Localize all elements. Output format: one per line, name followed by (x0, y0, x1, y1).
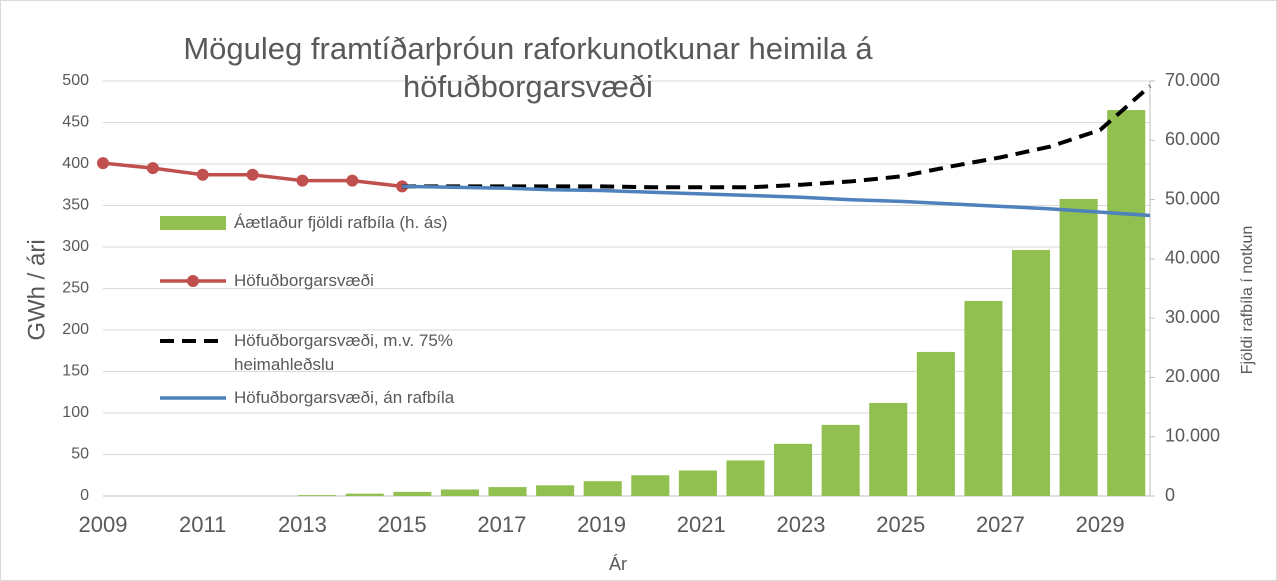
bar (536, 485, 575, 496)
y-tick-label: 50 (71, 446, 89, 463)
x-tick-label: 2017 (477, 512, 526, 537)
y-tick-label: 500 (62, 72, 89, 89)
line-marker (97, 157, 109, 170)
y-tick-label: 0 (80, 487, 89, 504)
y-tick-label: 150 (62, 363, 89, 380)
legend-swatch-bar (160, 216, 226, 230)
legend-item: Höfuðborgarsvæði (158, 266, 538, 296)
legend-swatch (160, 275, 226, 287)
x-tick-label: 2027 (976, 512, 1025, 537)
y-tick-label: 200 (62, 321, 89, 338)
x-tick-label: 2021 (677, 512, 726, 537)
x-axis-title: Ár (609, 554, 627, 574)
y2-tick-label: 70.000 (1165, 70, 1220, 90)
line-marker (296, 174, 309, 187)
line-marker (146, 162, 159, 175)
bar (488, 487, 527, 496)
x-tick-label: 2023 (777, 512, 826, 537)
y-axis-title: GWh / ári (23, 239, 50, 340)
y2-axis-title: Fjöldi rafbíla í notkun (1239, 226, 1256, 375)
y2-tick-label: 40.000 (1165, 248, 1220, 268)
y2-tick-label: 10.000 (1165, 425, 1220, 445)
bar (774, 443, 813, 496)
legend-item: Höfuðborgarsvæði, án rafbíla (158, 383, 538, 413)
legend-swatch (160, 339, 226, 343)
x-tick-label: 2029 (1076, 512, 1125, 537)
bar (298, 495, 337, 496)
y-tick-label: 250 (62, 280, 89, 297)
y-tick-label: 450 (62, 114, 89, 131)
bar (1059, 198, 1098, 496)
bar (583, 481, 622, 496)
x-tick-label: 2025 (876, 512, 925, 537)
legend-swatch (160, 216, 226, 230)
y2-tick-label: 30.000 (1165, 307, 1220, 327)
bar (631, 475, 670, 496)
y2-tick-label: 20.000 (1165, 366, 1220, 386)
line-marker (246, 168, 259, 181)
bar (726, 460, 765, 496)
legend-label: Höfuðborgarsvæði, m.v. 75% heimahleðslu (234, 331, 453, 374)
x-tick-label: 2011 (179, 512, 226, 537)
x-tick-label: 2015 (378, 512, 427, 537)
line-series (402, 184, 1151, 218)
y2-tick-label: 60.000 (1165, 129, 1220, 149)
y-tick-label: 100 (62, 404, 89, 421)
bar (1107, 110, 1146, 497)
x-tick-label: 2019 (577, 512, 626, 537)
line-marker (346, 174, 359, 187)
bar (678, 470, 717, 496)
legend-label: Höfuðborgarsvæði (234, 271, 374, 290)
legend-swatch (160, 396, 226, 400)
bar (393, 491, 432, 496)
legend-label: Áætlaður fjöldi rafbíla (h. ás) (234, 213, 448, 232)
x-tick-label: 2009 (79, 512, 128, 537)
bar (869, 402, 908, 496)
bar (1011, 249, 1051, 496)
y-tick-label: 300 (62, 238, 89, 255)
y2-tick-label: 0 (1165, 485, 1175, 505)
y-tick-label: 350 (62, 197, 89, 214)
legend-swatch-marker (187, 275, 199, 287)
line-marker (196, 168, 209, 181)
x-tick-label: 2013 (278, 512, 327, 537)
bar (821, 424, 860, 496)
chart-title: Möguleg framtíðarþróun raforkunotkunar h… (183, 31, 873, 104)
legend-label: Höfuðborgarsvæði, án rafbíla (234, 388, 455, 407)
legend-item: Áætlaður fjöldi rafbíla (h. ás) (158, 208, 538, 238)
line-series (402, 84, 1152, 190)
bar (964, 300, 1003, 496)
bar (916, 351, 955, 496)
y-tick-label: 400 (62, 155, 89, 172)
bar (440, 489, 479, 496)
bar (345, 493, 384, 496)
y2-tick-label: 50.000 (1165, 188, 1220, 208)
legend-item: Höfuðborgarsvæði, m.v. 75% heimahleðslu (158, 326, 538, 374)
